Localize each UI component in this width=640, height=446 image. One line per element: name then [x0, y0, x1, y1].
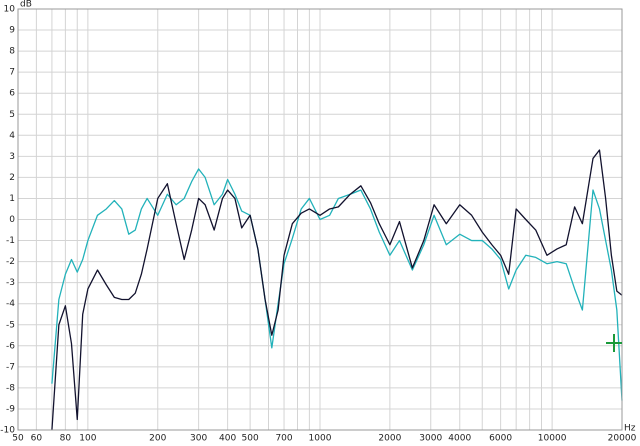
x-tick-label: 300: [190, 434, 207, 444]
y-tick-label: -3: [6, 278, 15, 288]
y-tick-label: -6: [6, 341, 15, 351]
x-tick-label: 1000: [309, 434, 332, 444]
x-tick-label: 60: [31, 434, 43, 444]
y-tick-label: -9: [6, 404, 15, 414]
y-tick-label: 8: [9, 47, 15, 57]
x-tick-label: 10000: [538, 434, 567, 444]
cursor: [606, 334, 622, 352]
plot-frame: [17, 8, 623, 431]
response-curve: [51, 168, 623, 401]
x-tick-label: 50: [12, 434, 24, 444]
y-tick-label: -1: [6, 236, 15, 246]
y-tick-label: 3: [9, 152, 15, 162]
y-tick-label: -7: [6, 362, 15, 372]
y-tick-label: -2: [6, 257, 15, 267]
y-tick-label: -10: [0, 426, 15, 436]
x-tick-label: 3000: [419, 434, 442, 444]
x-tick-label: 400: [219, 434, 236, 444]
x-tick-label: 4000: [448, 434, 471, 444]
y-tick-label: 6: [9, 89, 15, 99]
x-tick-label: 100: [79, 434, 96, 444]
y-tick-label: -4: [6, 299, 15, 309]
x-tick-label: 200: [149, 434, 166, 444]
y-tick-label: 4: [9, 131, 15, 141]
y-tick-label: 1: [9, 194, 15, 204]
y-tick-label: 10: [4, 5, 16, 15]
y-tick-label: 9: [9, 26, 15, 36]
y-tick-label: -8: [6, 383, 15, 393]
y-tick-label: 0: [9, 215, 15, 225]
curves: [51, 149, 623, 431]
x-unit: Hz: [624, 424, 636, 434]
response-curve: [51, 149, 623, 431]
x-tick-label: 6000: [489, 434, 512, 444]
y-tick-label: 7: [9, 68, 15, 78]
y-unit: dB: [20, 0, 32, 10]
y-tick-label: -5: [6, 320, 15, 330]
x-tick-label: 700: [275, 434, 292, 444]
x-tick-label: 80: [60, 434, 72, 444]
x-tick-label: 500: [242, 434, 259, 444]
y-tick-label: 2: [9, 173, 15, 183]
x-tick-label: 20000: [608, 434, 637, 444]
y-tick-label: 5: [9, 110, 15, 120]
x-tick-label: 2000: [378, 434, 401, 444]
